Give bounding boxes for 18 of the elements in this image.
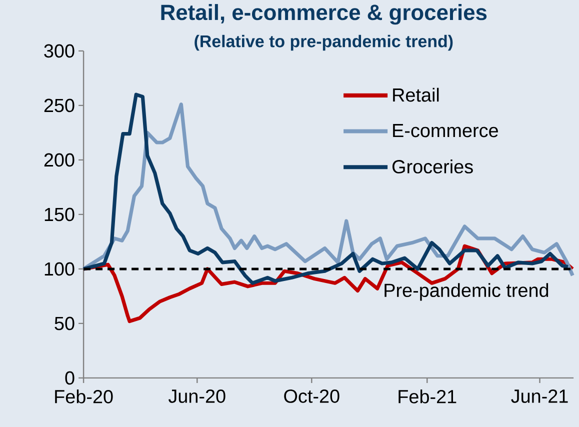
x-tick-label: Jun-20: [168, 389, 226, 403]
legend-label: Groceries: [392, 160, 473, 174]
x-tick-label: Feb-21: [398, 389, 456, 404]
legend-label: E-commerce: [393, 124, 498, 138]
chart-subtitle: (Relative to pre-pandemic trend): [194, 34, 453, 51]
y-tick-label: 200: [44, 153, 74, 167]
y-tick-label: 0: [65, 371, 74, 385]
y-tick-label: 250: [44, 98, 74, 112]
y-tick-label: 50: [54, 316, 74, 330]
legend-label: Retail: [393, 88, 439, 102]
x-tick-label: Oct-20: [284, 389, 340, 403]
y-tick-label: 100: [44, 262, 74, 276]
chart-title: Retail, e-commerce & groceries: [161, 4, 487, 25]
ref-line-label: Pre-pandemic trend: [384, 283, 548, 301]
y-tick-label: 150: [44, 208, 74, 222]
y-tick-label: 300: [44, 44, 74, 58]
x-tick-label: Feb-20: [55, 389, 113, 404]
x-tick-label: Jun-21: [511, 389, 568, 403]
